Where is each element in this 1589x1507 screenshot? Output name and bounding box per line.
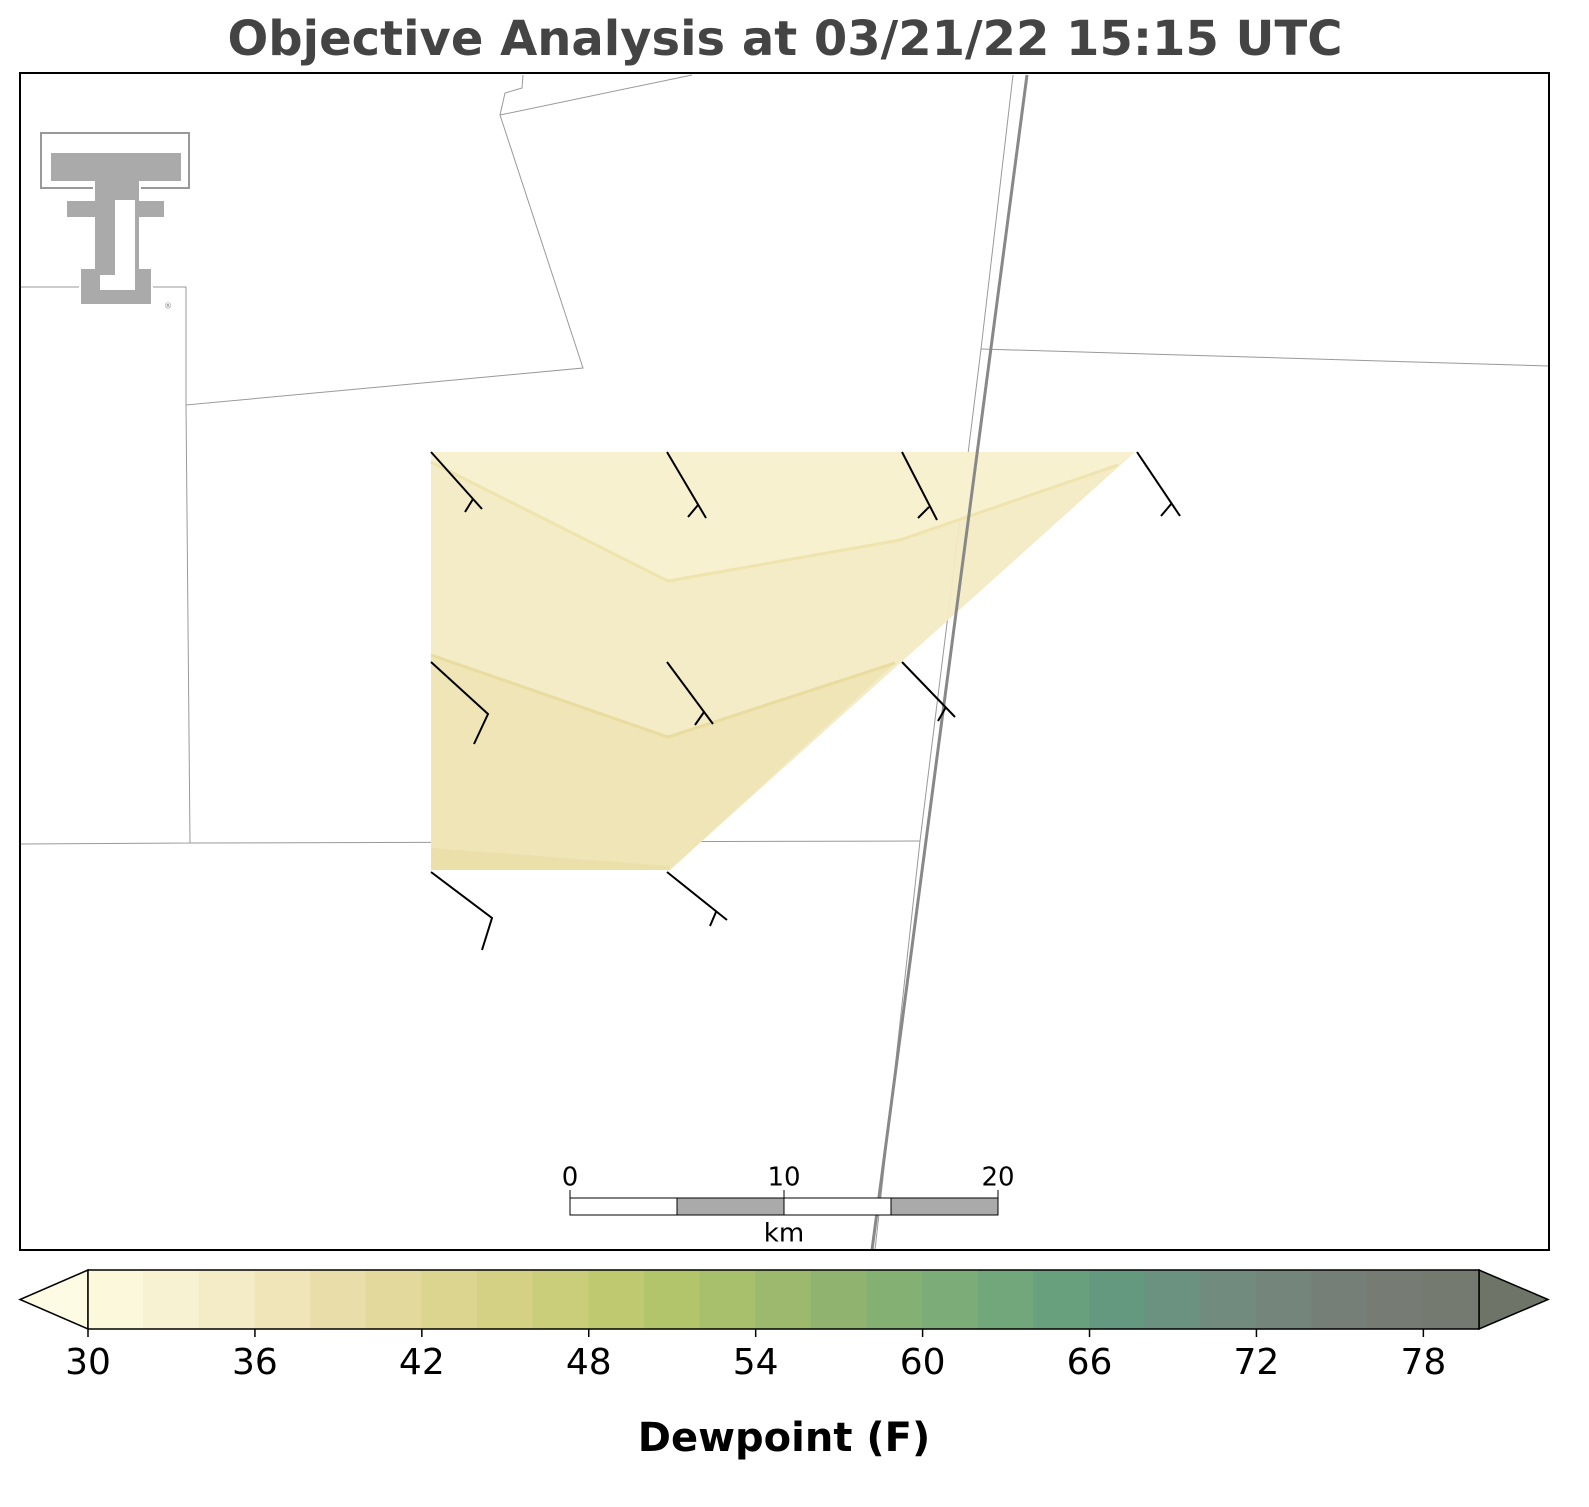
scale-bar: 0 10 20 km (562, 1163, 1015, 1249)
colorbar-segment (198, 1269, 256, 1330)
colorbar-segment (1200, 1269, 1257, 1330)
colorbar-extend-min (18, 1268, 89, 1331)
colorbar-extend-max (1478, 1268, 1550, 1331)
colorbar-segment (476, 1269, 534, 1330)
colorbar-segment (866, 1269, 924, 1330)
colorbar-segment (310, 1269, 367, 1330)
colorbar-segment (977, 1269, 1035, 1330)
highway (870, 74, 1029, 1251)
svg-text:®: ® (164, 302, 172, 311)
map: ® 0 10 20 km (19, 72, 1550, 1251)
colorbar-segment (1255, 1269, 1313, 1330)
colorbar-segment (588, 1269, 645, 1330)
colorbar-label: Dewpoint (F) (638, 1415, 931, 1461)
scale-bar-label: 20 (981, 1163, 1014, 1193)
colorbar-segment (365, 1269, 423, 1330)
colorbar-tick-label: 60 (900, 1342, 946, 1383)
logo: ® (40, 132, 190, 311)
colorbar-segment (532, 1269, 590, 1330)
map-frame (19, 72, 1550, 1251)
scale-bar-label: 0 (562, 1163, 579, 1193)
colorbar-segment (254, 1269, 312, 1330)
scale-bar-segment (569, 1197, 678, 1216)
scale-bar-segment (783, 1197, 892, 1216)
colorbar-outline (87, 1269, 1480, 1330)
colorbar-tick-label: 54 (733, 1342, 779, 1383)
colorbar-segment (143, 1269, 200, 1330)
scale-bar-segment (676, 1197, 785, 1216)
colorbar-segment (1367, 1269, 1424, 1330)
wind-barbs (430, 451, 1181, 951)
colorbar-segment (1311, 1269, 1369, 1330)
colorbar: 30 36 42 48 54 60 66 72 78 (18, 1268, 1550, 1383)
scale-bar-segment (890, 1197, 999, 1216)
colorbar-segment (922, 1269, 979, 1330)
colorbar-tick-label: 72 (1234, 1342, 1280, 1383)
title: Objective Analysis at 03/21/22 15:15 UTC (228, 11, 1343, 67)
scale-bar-label: 10 (767, 1163, 800, 1193)
colorbar-segment (1144, 1269, 1202, 1330)
colorbar-tick-label: 78 (1400, 1342, 1446, 1383)
colorbar-tick-label: 36 (232, 1342, 278, 1383)
colorbar-tick-label: 66 (1067, 1342, 1113, 1383)
colorbar-segment (1422, 1269, 1480, 1330)
colorbar-tick-label: 30 (65, 1342, 111, 1383)
colorbar-tick-label: 42 (399, 1342, 445, 1383)
colorbar-segment (699, 1269, 757, 1330)
colorbar-segment (643, 1269, 701, 1330)
colorbar-tick-label: 48 (566, 1342, 612, 1383)
colorbar-segment (1089, 1269, 1146, 1330)
colorbar-segment (810, 1269, 868, 1330)
colorbar-segment (421, 1269, 478, 1330)
scale-bar-unit: km (764, 1219, 804, 1249)
contours (430, 452, 1135, 870)
colorbar-segment (87, 1269, 145, 1330)
colorbar-segment (1033, 1269, 1091, 1330)
colorbar-segment (755, 1269, 812, 1330)
